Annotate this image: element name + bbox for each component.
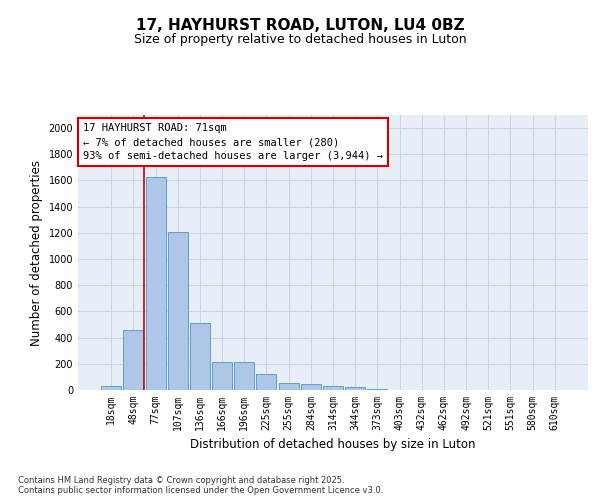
Bar (301, 384, 321, 390)
Y-axis label: Number of detached properties: Number of detached properties (30, 160, 43, 346)
Bar (323, 386, 343, 390)
Bar (345, 388, 365, 390)
Bar (367, 388, 388, 390)
Bar (278, 384, 299, 390)
Bar (212, 362, 232, 390)
Bar (168, 232, 188, 390)
X-axis label: Distribution of detached houses by size in Luton: Distribution of detached houses by size … (190, 438, 476, 452)
Bar (256, 374, 277, 390)
Bar (124, 330, 143, 390)
Text: 17 HAYHURST ROAD: 71sqm
← 7% of detached houses are smaller (280)
93% of semi-de: 17 HAYHURST ROAD: 71sqm ← 7% of detached… (83, 123, 383, 161)
Text: Contains HM Land Registry data © Crown copyright and database right 2025.
Contai: Contains HM Land Registry data © Crown c… (18, 476, 383, 495)
Bar (101, 386, 121, 390)
Bar (190, 323, 210, 390)
Bar (234, 362, 254, 390)
Text: 17, HAYHURST ROAD, LUTON, LU4 0BZ: 17, HAYHURST ROAD, LUTON, LU4 0BZ (136, 18, 464, 32)
Bar (146, 177, 166, 390)
Text: Size of property relative to detached houses in Luton: Size of property relative to detached ho… (134, 32, 466, 46)
